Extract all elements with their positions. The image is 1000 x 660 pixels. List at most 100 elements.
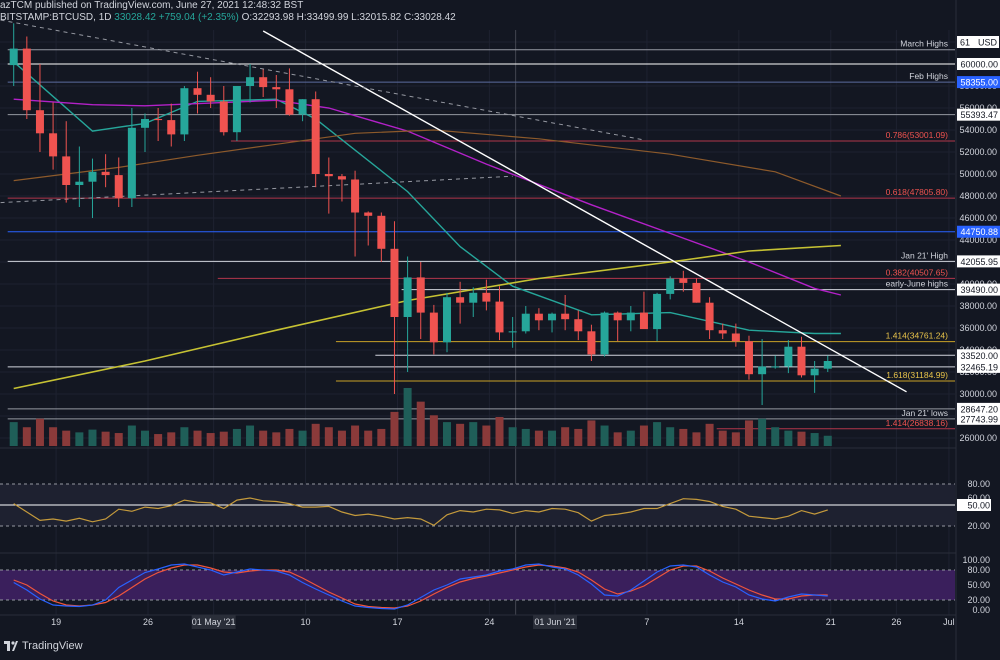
price-label-text: 27743.99 bbox=[960, 414, 998, 424]
candle-body bbox=[246, 77, 255, 86]
time-tick-label: Jul bbox=[943, 617, 955, 627]
volume-bar bbox=[561, 427, 570, 446]
price-label-text: 39490.00 bbox=[960, 285, 998, 295]
stoch-tick-label: 20.00 bbox=[967, 595, 990, 605]
price-tick-label: 46000.00 bbox=[959, 213, 997, 223]
price-label-text: 44750.88 bbox=[960, 227, 998, 237]
candle-body bbox=[403, 277, 412, 317]
top-price-box bbox=[957, 36, 999, 48]
volume-bar bbox=[587, 420, 596, 446]
volume-bar bbox=[285, 428, 294, 446]
volume-bar bbox=[521, 428, 530, 446]
time-tick-label: 24 bbox=[484, 617, 494, 627]
time-tick-label: 14 bbox=[734, 617, 744, 627]
candle-body bbox=[797, 346, 806, 376]
time-tick-label: 21 bbox=[826, 617, 836, 627]
candle-body bbox=[534, 313, 543, 321]
ema100-line bbox=[13, 129, 842, 197]
volume-bar bbox=[600, 425, 609, 446]
volume-bar bbox=[246, 425, 255, 446]
volume-bar bbox=[403, 388, 412, 446]
price-tick-label: 26000.00 bbox=[959, 433, 997, 443]
volume-bar bbox=[206, 433, 215, 446]
candle-body bbox=[771, 366, 780, 368]
time-axis[interactable]: 19 26 01 May '21 10 17 24 01 Jun '21 7 14 21 26 Jul… bbox=[51, 615, 1000, 629]
volume-bar bbox=[9, 422, 18, 446]
volume-bar bbox=[62, 430, 71, 446]
ema50-line bbox=[13, 98, 842, 296]
price-axis[interactable]: 62000.0060000.0058000.0056000.0054000.00… bbox=[955, 0, 1000, 660]
time-tick-label: 26 bbox=[891, 617, 901, 627]
level-label: Jan 21' High bbox=[901, 250, 948, 260]
candle-body bbox=[508, 331, 517, 333]
trendlines bbox=[0, 19, 907, 393]
candle-body bbox=[758, 366, 767, 375]
candle-body bbox=[206, 94, 215, 102]
volume-bar bbox=[810, 433, 819, 446]
volume-bar bbox=[534, 430, 543, 446]
volume-bars bbox=[9, 388, 832, 446]
volume-bar bbox=[219, 431, 228, 446]
volume-bar bbox=[482, 425, 491, 446]
price-tick-label: 30000.00 bbox=[959, 389, 997, 399]
candle-body bbox=[731, 333, 740, 342]
trendline bbox=[0, 19, 645, 141]
volume-bar bbox=[351, 425, 360, 446]
candle-body bbox=[495, 301, 504, 333]
level-label: 1.414(26838.16) bbox=[886, 418, 949, 428]
volume-bar bbox=[666, 427, 675, 446]
volume-bar bbox=[337, 430, 346, 446]
volume-bar bbox=[718, 430, 727, 446]
candle-body bbox=[679, 278, 688, 283]
candle-body bbox=[49, 133, 58, 157]
volume-bar bbox=[232, 428, 241, 446]
time-tick-box bbox=[533, 615, 578, 629]
candle-body bbox=[626, 312, 635, 321]
change: +759.04 (+2.35%) bbox=[158, 12, 239, 23]
tradingview-logo[interactable]: TradingView bbox=[4, 640, 83, 652]
volume-bar bbox=[784, 430, 793, 446]
price-label-box bbox=[957, 402, 1000, 415]
time-tick-label: 26 bbox=[143, 617, 153, 627]
volume-bar bbox=[298, 430, 307, 446]
volume-bar bbox=[364, 430, 373, 446]
time-tick-label: 01 Jun '21 bbox=[534, 617, 575, 627]
tradingview-logo-icon bbox=[4, 641, 18, 651]
symbol: BITSTAMP:BTCUSD, 1D bbox=[0, 12, 112, 23]
stoch-tick-label: 50.00 bbox=[967, 580, 990, 590]
price-label-text: 55393.47 bbox=[960, 110, 998, 120]
candle-body bbox=[88, 171, 97, 182]
horizontal-levels bbox=[7, 49, 955, 430]
candle-body bbox=[22, 48, 31, 111]
volume-bar bbox=[639, 425, 648, 446]
publisher-line: azTCM published on TradingView.com, June… bbox=[0, 0, 304, 11]
candle-body bbox=[574, 319, 583, 332]
candle-body bbox=[377, 215, 386, 249]
candle-body bbox=[587, 331, 596, 355]
volume-bar bbox=[154, 434, 163, 446]
volume-bar bbox=[744, 420, 753, 446]
volume-bar bbox=[390, 411, 399, 446]
volume-bar bbox=[692, 432, 701, 446]
level-label: 0.618(47805.80) bbox=[886, 187, 949, 197]
volume-bar bbox=[377, 428, 386, 446]
rsi-tick-label: 80.00 bbox=[967, 479, 990, 489]
level-label: early-June highs bbox=[886, 279, 948, 289]
price-label-text: 32465.19 bbox=[960, 362, 998, 372]
candle-body bbox=[469, 292, 478, 303]
volume-bar bbox=[88, 429, 97, 446]
candle-body bbox=[272, 87, 281, 90]
price-tick-label: 56000.00 bbox=[959, 103, 997, 113]
volume-bar bbox=[758, 418, 767, 446]
candle-body bbox=[298, 99, 307, 115]
candle-body bbox=[666, 278, 675, 294]
rsi-50-box bbox=[957, 499, 991, 511]
candle-body bbox=[219, 101, 228, 133]
candle-body bbox=[561, 313, 570, 320]
candle-body bbox=[456, 297, 465, 303]
stoch-tick-label: 80.00 bbox=[967, 565, 990, 575]
chart-header: azTCM published on TradingView.com, June… bbox=[0, 0, 1000, 23]
volume-bar bbox=[456, 423, 465, 446]
symbol-line: BITSTAMP:BTCUSD, 1D 33028.42 +759.04 (+2… bbox=[0, 12, 456, 23]
